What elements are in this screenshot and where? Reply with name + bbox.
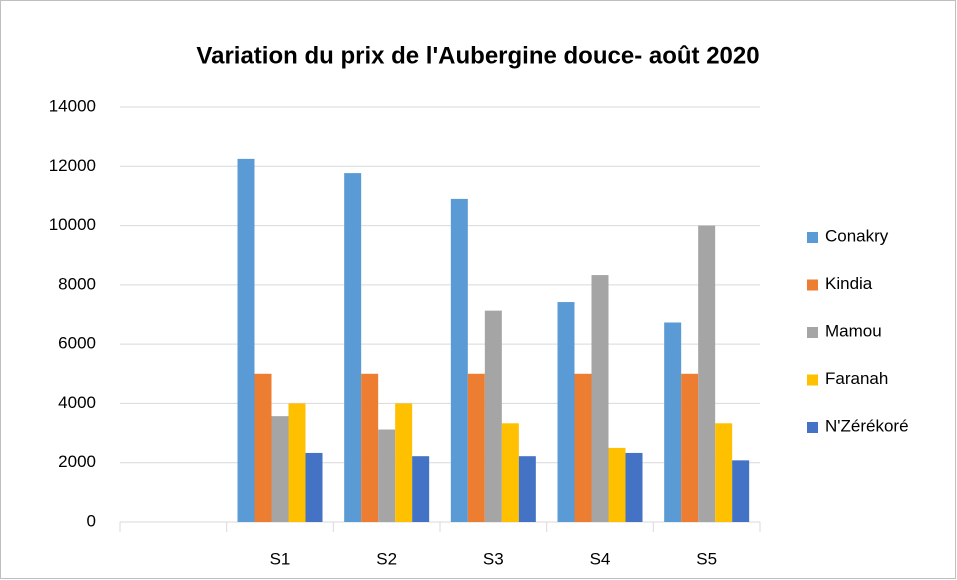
- bar: [715, 423, 733, 522]
- y-tick-label: 14000: [49, 96, 96, 115]
- x-tick-label: S5: [696, 549, 717, 568]
- bar: [344, 173, 362, 522]
- bar: [467, 373, 485, 522]
- x-tick-label: S4: [590, 549, 611, 568]
- y-tick-label: 8000: [58, 274, 96, 293]
- chart-title: Variation du prix de l'Aubergine douce- …: [196, 42, 759, 69]
- bar: [608, 447, 626, 522]
- bar: [237, 158, 255, 522]
- y-tick-label: 4000: [58, 393, 96, 412]
- bar: [305, 452, 323, 522]
- y-tick-label: 12000: [49, 156, 96, 175]
- bar: [271, 416, 289, 522]
- legend-label: Faranah: [825, 369, 888, 388]
- x-tick-label: S2: [376, 549, 397, 568]
- bar: [574, 373, 592, 522]
- legend-swatch: [807, 232, 818, 243]
- bar: [591, 275, 609, 522]
- legend-label: N'Zérékoré: [825, 416, 909, 435]
- legend-swatch: [807, 327, 818, 338]
- bar: [288, 403, 306, 522]
- y-tick-label: 10000: [49, 215, 96, 234]
- legend-swatch: [807, 279, 818, 291]
- bar: [557, 302, 575, 522]
- bar: [698, 225, 716, 523]
- legend-label: Kindia: [825, 274, 873, 293]
- bar: [361, 373, 379, 522]
- bar: [681, 373, 699, 522]
- legend-swatch: [807, 374, 818, 386]
- bar: [254, 373, 272, 522]
- bar: [450, 198, 468, 522]
- bar: [664, 322, 682, 522]
- bar: [484, 310, 502, 522]
- x-tick-label: S1: [270, 549, 291, 568]
- x-tick-label: S3: [483, 549, 504, 568]
- bar: [501, 423, 519, 522]
- bar: [625, 452, 643, 522]
- bar: [412, 456, 430, 522]
- y-tick-label: 2000: [58, 452, 96, 471]
- bar: [395, 403, 413, 522]
- legend-swatch: [807, 422, 818, 433]
- bar: [732, 460, 750, 522]
- legend-label: Mamou: [825, 321, 882, 340]
- bar: [518, 456, 536, 522]
- legend-label: Conakry: [825, 226, 889, 245]
- y-tick-label: 6000: [58, 334, 96, 353]
- bar: [378, 429, 396, 522]
- y-tick-label: 0: [87, 511, 96, 530]
